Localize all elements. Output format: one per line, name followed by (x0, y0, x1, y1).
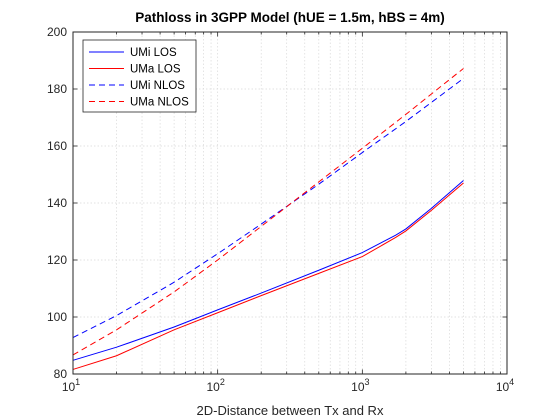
series-line-umi-nlos (72, 78, 464, 338)
y-tick-labels: 80 100 120 140 160 180 200 (47, 25, 67, 381)
x-tick-labels: 101 102 103 104 (62, 377, 514, 394)
series-line-uma-nlos (72, 68, 464, 356)
x-tick-base: 10 (206, 380, 220, 394)
x-tick-base: 10 (351, 380, 365, 394)
ticks (73, 31, 507, 375)
x-tick-exponent: 4 (509, 377, 514, 387)
y-tick-label: 120 (47, 253, 67, 267)
y-tick-label: 200 (47, 25, 67, 39)
legend-label: UMi LOS (130, 47, 177, 59)
x-tick-label: 104 (496, 377, 514, 394)
legend-label: UMa NLOS (130, 97, 189, 109)
x-tick-exponent: 2 (220, 377, 225, 387)
x-tick-base: 10 (496, 380, 510, 394)
legend: UMi LOS UMa LOS UMi NLOS UMa NLOS (82, 39, 197, 113)
series-line-uma-los (72, 182, 464, 370)
x-axis-label: 2D-Distance between Tx and Rx (197, 403, 384, 418)
y-tick-label: 80 (54, 367, 68, 381)
x-tick-label: 101 (62, 377, 80, 394)
legend-label: UMi NLOS (130, 80, 185, 92)
y-tick-label: 100 (47, 310, 67, 324)
x-tick-base: 10 (62, 380, 76, 394)
legend-label: UMa LOS (130, 64, 181, 76)
y-tick-label: 180 (47, 82, 67, 96)
x-tick-exponent: 3 (365, 377, 370, 387)
chart-title: Pathloss in 3GPP Model (hUE = 1.5m, hBS … (135, 10, 445, 25)
series-line-umi-los (72, 180, 464, 361)
x-tick-label: 102 (206, 377, 224, 394)
y-tick-label: 160 (47, 139, 67, 153)
grid (73, 32, 507, 374)
series-group (72, 68, 464, 370)
y-tick-label: 140 (47, 196, 67, 210)
x-tick-exponent: 1 (75, 377, 80, 387)
x-tick-label: 103 (351, 377, 369, 394)
